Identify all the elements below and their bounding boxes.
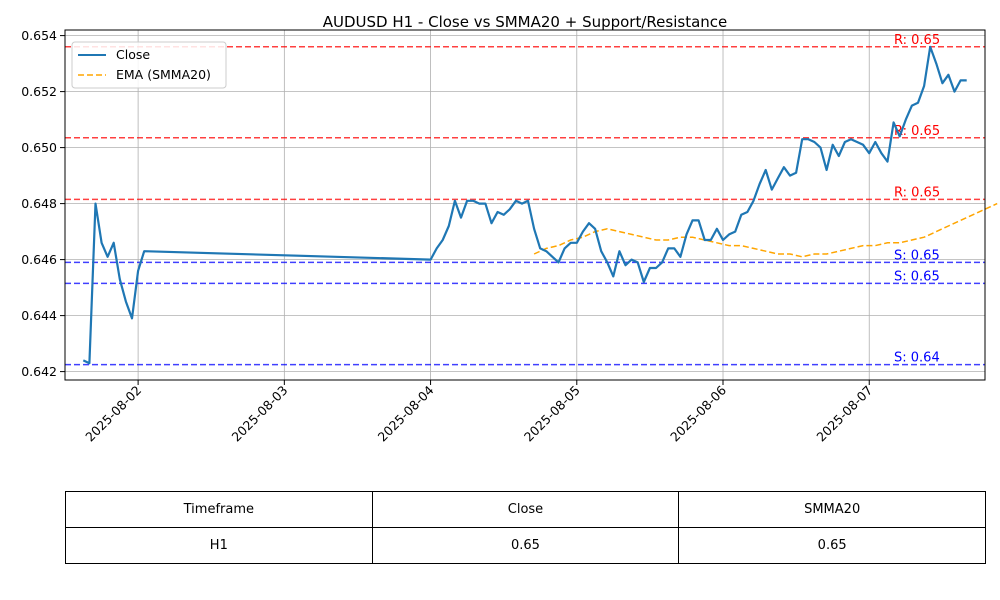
cell-smma20: 0.65 [678, 527, 986, 564]
x-tick-label: 2025-08-03 [228, 383, 290, 445]
series-layer [82, 45, 998, 365]
table-header-row: Timeframe Close SMMA20 [65, 491, 986, 528]
header-smma20: SMMA20 [678, 491, 986, 528]
header-close: Close [371, 491, 680, 528]
legend-label-smma: EMA (SMMA20) [116, 67, 211, 82]
x-tick-label: 2025-08-06 [667, 382, 729, 444]
smma20-series-line [533, 202, 998, 258]
resistance-label: R: 0.65 [894, 33, 940, 48]
support-label: S: 0.65 [894, 248, 940, 263]
resistance-label: R: 0.65 [894, 124, 940, 139]
y-tick-label: 0.648 [21, 196, 57, 211]
chart-title: AUDUSD H1 - Close vs SMMA20 + Support/Re… [323, 13, 728, 31]
y-tick-label: 0.652 [21, 84, 57, 99]
y-tick-label: 0.646 [21, 252, 57, 267]
support-label: S: 0.64 [894, 351, 940, 366]
y-tick-label: 0.644 [21, 308, 57, 323]
cell-timeframe: H1 [65, 527, 373, 564]
chart-figure: AUDUSD H1 - Close vs SMMA20 + Support/Re… [21, 13, 998, 444]
resistance-label: R: 0.65 [894, 185, 940, 200]
x-tick-label: 2025-08-05 [521, 383, 583, 445]
support-resistance-lines: R: 0.65 R: 0.65 R: 0.65 S: 0.65 S: 0.65 S: 0.… [65, 33, 985, 366]
close-series-line [82, 45, 967, 365]
grid-lines [65, 30, 985, 380]
plot-area-frame [64, 29, 986, 381]
y-axis: 0.642 0.644 0.646 0.648 0.650 0.652 0.654 [21, 28, 65, 379]
legend-label-close: Close [116, 47, 150, 62]
summary-table: Timeframe Close SMMA20 H1 0.65 0.65 [65, 491, 986, 564]
legend-frame [71, 41, 227, 89]
cell-close: 0.65 [371, 527, 680, 564]
x-tick-label: 2025-08-02 [82, 383, 144, 445]
x-tick-label: 2025-08-04 [375, 382, 437, 444]
x-axis: 2025-08-02 2025-08-03 2025-08-04 2025-08-05… [82, 380, 875, 444]
y-tick-label: 0.642 [21, 364, 57, 379]
support-label: S: 0.65 [894, 269, 940, 284]
y-tick-label: 0.650 [21, 140, 57, 155]
header-timeframe: Timeframe [65, 491, 373, 528]
x-tick-label: 2025-08-07 [813, 383, 875, 445]
y-tick-label: 0.654 [21, 28, 57, 43]
legend: Close EMA (SMMA20) [71, 41, 227, 89]
table-row: H1 0.65 0.65 [65, 527, 986, 564]
